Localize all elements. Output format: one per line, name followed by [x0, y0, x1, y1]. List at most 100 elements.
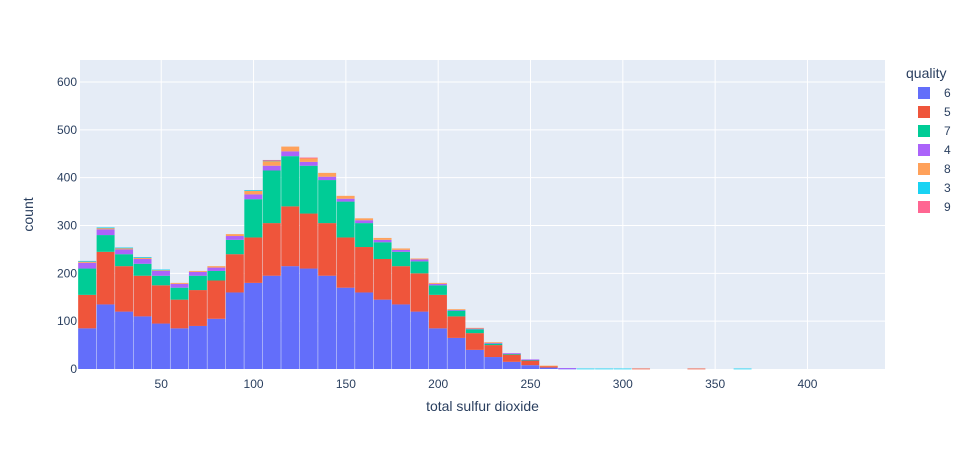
bar-segment-quality-7	[318, 180, 337, 224]
bar-segment-quality-7	[336, 201, 355, 238]
bar-segment-quality-7	[410, 261, 429, 274]
bar-segment-quality-4	[484, 342, 503, 344]
bar-segment-quality-5	[244, 237, 263, 283]
bar-segment-quality-5	[152, 285, 170, 324]
bar-segment-quality-4	[207, 267, 226, 271]
bar-segment-quality-4	[262, 165, 281, 171]
bar-segment-quality-5	[188, 290, 207, 326]
bar-segment-quality-4	[318, 176, 337, 181]
bar-segment-quality-6	[447, 337, 466, 369]
bar-segment-quality-5	[502, 354, 521, 362]
bar-segment-quality-8	[78, 261, 97, 263]
legend-swatch-8[interactable]	[918, 163, 930, 175]
bar-segment-quality-5	[687, 368, 706, 370]
bar-segment-quality-4	[96, 229, 115, 236]
bar-segment-quality-8	[281, 146, 300, 152]
x-tick-label: 150	[336, 377, 356, 391]
bar-segment-quality-6	[410, 311, 429, 369]
bar-segment-quality-5	[465, 333, 484, 350]
bar-segment-quality-4	[521, 359, 540, 361]
x-tick-label: 200	[428, 377, 448, 391]
bar-segment-quality-7	[465, 329, 484, 334]
bar-segment-quality-3	[262, 160, 281, 162]
x-tick-label: 300	[613, 377, 633, 391]
bar-segment-quality-5	[170, 299, 189, 329]
bar-segment-quality-6	[484, 357, 503, 369]
legend-label-6[interactable]: 6	[944, 86, 951, 100]
bar-segment-quality-8	[318, 172, 337, 177]
bar-segment-quality-4	[410, 259, 429, 262]
legend-label-7[interactable]: 7	[944, 124, 951, 138]
legend-label-8[interactable]: 8	[944, 162, 951, 176]
bar-segment-quality-5	[632, 368, 651, 370]
legend-swatch-9[interactable]	[918, 201, 930, 213]
legend-swatch-5[interactable]	[918, 106, 930, 118]
bar-segment-quality-5	[355, 247, 374, 293]
y-axis-ticks: 0 100 200 300 400 500 600	[57, 75, 77, 376]
bar-segment-quality-5	[410, 273, 429, 312]
bar-segment-quality-8	[115, 247, 134, 250]
bar-segment-quality-7	[299, 165, 318, 214]
legend-swatch-6[interactable]	[918, 87, 930, 99]
bar-segment-quality-6	[96, 304, 115, 369]
bar-segment-quality-7	[188, 275, 207, 291]
bar-segment-quality-7	[170, 287, 189, 300]
bar-segment-quality-7	[244, 199, 263, 238]
bar-segment-quality-4	[558, 368, 577, 369]
bar-segment-quality-7	[373, 242, 392, 259]
legend-swatch-3[interactable]	[918, 182, 930, 194]
bar-segment-quality-8	[465, 327, 484, 329]
bar-segment-quality-6	[392, 304, 410, 369]
bar-segment-quality-7	[78, 268, 97, 295]
x-tick-label: 350	[705, 377, 725, 391]
bar-segment-quality-6	[78, 328, 97, 369]
bar-segment-quality-3	[576, 368, 595, 370]
x-tick-label: 100	[244, 377, 264, 391]
bar-segment-quality-4	[299, 161, 318, 166]
bar-segment-quality-8	[225, 234, 244, 237]
legend-label-5[interactable]: 5	[944, 105, 951, 119]
bar-segment-quality-6	[244, 282, 263, 369]
bar-segment-quality-7	[355, 223, 374, 248]
bar-segment-quality-6	[428, 328, 447, 369]
bar-segment-quality-6	[133, 316, 152, 369]
legend-label-4[interactable]: 4	[944, 143, 951, 157]
bar-segment-quality-6	[188, 325, 207, 369]
legend-swatch-7[interactable]	[918, 125, 930, 137]
bar-segment-quality-7	[281, 156, 300, 207]
bar-segment-quality-5	[78, 294, 97, 329]
bar-segment-quality-6	[262, 275, 281, 369]
bar-segment-quality-4	[502, 353, 521, 355]
bar-segment-quality-6	[281, 266, 300, 369]
bar-segment-quality-4	[373, 239, 392, 243]
bar-segment-quality-5	[115, 266, 134, 312]
bar-segment-quality-7	[484, 343, 503, 346]
bar-segment-quality-5	[207, 280, 226, 319]
bar-segment-quality-6	[152, 323, 170, 369]
bar-segment-quality-6	[558, 368, 577, 370]
legend-label-3[interactable]: 3	[944, 181, 951, 195]
bar-segment-quality-8	[299, 158, 318, 162]
bar-segment-quality-4	[355, 220, 374, 224]
bar-segment-quality-4	[152, 270, 170, 276]
bar-segment-quality-4	[465, 328, 484, 330]
legend-swatch-4[interactable]	[918, 144, 930, 156]
bar-segment-quality-6	[521, 365, 540, 369]
bar-segment-quality-7	[262, 170, 281, 224]
bar-segment-quality-6	[355, 292, 374, 369]
bar-segment-quality-7	[521, 359, 540, 361]
bar-segment-quality-7	[207, 270, 226, 281]
bar-segment-quality-4	[244, 194, 263, 200]
bar-segment-quality-6	[299, 268, 318, 369]
bar-segment-quality-5	[447, 316, 466, 338]
legend-label-9[interactable]: 9	[944, 200, 951, 214]
bar-segment-quality-4	[188, 271, 207, 276]
x-tick-label: 250	[520, 377, 540, 391]
legend-title: quality	[906, 65, 946, 81]
legend[interactable]: quality 6 5 7 4 8 3 9	[906, 65, 951, 214]
bar-segment-quality-9	[299, 157, 318, 159]
bar-segment-quality-8	[392, 248, 410, 250]
bar-segment-quality-6	[373, 299, 392, 369]
x-axis-ticks: 50 100 150 200 250 300 350 400	[155, 377, 818, 391]
